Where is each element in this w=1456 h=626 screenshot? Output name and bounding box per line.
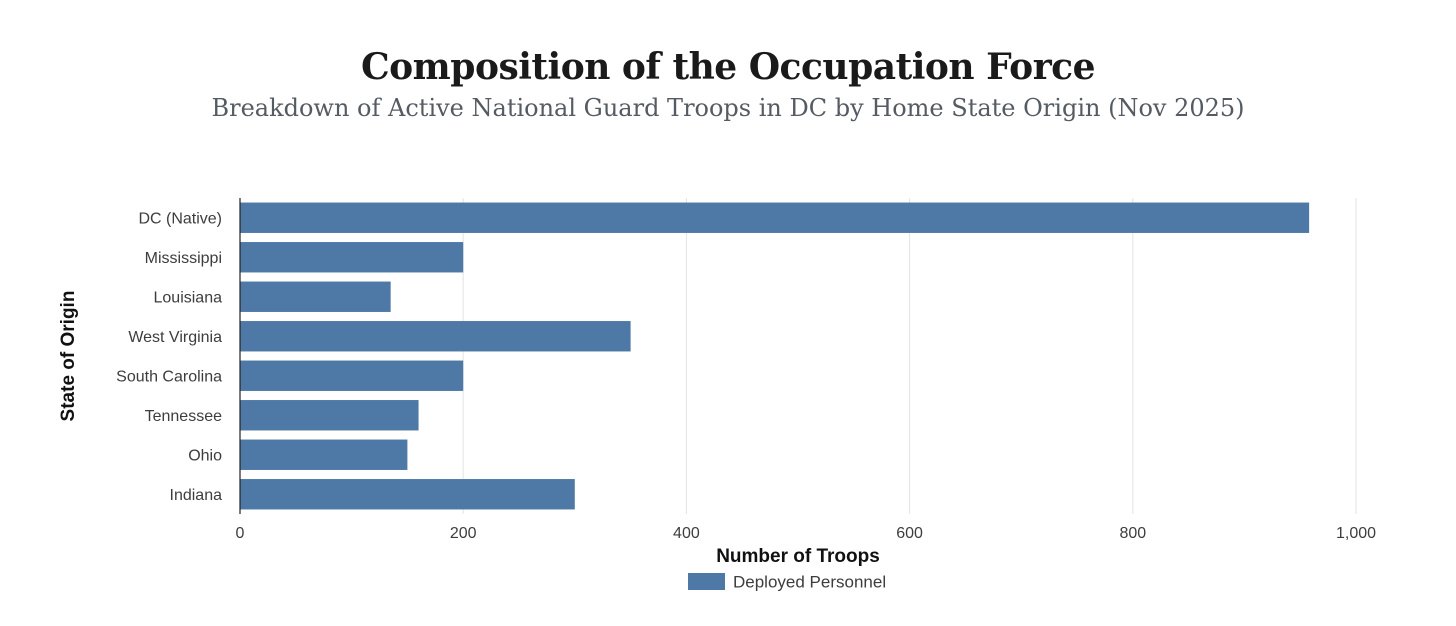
- bar: [240, 439, 408, 470]
- x-axis-title: Number of Troops: [716, 546, 880, 567]
- y-tick-label: West Virginia: [128, 329, 222, 346]
- x-tick-label: 200: [450, 525, 477, 542]
- y-tick-label: Tennessee: [145, 408, 222, 425]
- chart-title: Composition of the Occupation Force: [361, 46, 1095, 88]
- y-tick-label: Indiana: [170, 487, 223, 504]
- x-tick-label: 800: [1119, 525, 1146, 542]
- bar: [240, 360, 464, 391]
- chart-subtitle: Breakdown of Active National Guard Troop…: [211, 94, 1245, 122]
- y-tick-label: Mississippi: [145, 250, 222, 267]
- bar: [240, 479, 575, 510]
- bar: [240, 321, 631, 352]
- x-tick-label: 1,000: [1336, 525, 1376, 542]
- x-tick-label: 600: [896, 525, 923, 542]
- bar: [240, 202, 1310, 233]
- y-tick-label: Louisiana: [154, 289, 223, 306]
- y-tick-label: South Carolina: [116, 368, 222, 385]
- y-tick-label: DC (Native): [138, 210, 222, 227]
- y-axis-title: State of Origin: [58, 291, 79, 422]
- bar: [240, 281, 391, 312]
- bar: [240, 400, 419, 431]
- legend-label: Deployed Personnel: [733, 573, 886, 592]
- x-tick-label: 0: [236, 525, 245, 542]
- x-tick-label: 400: [673, 525, 700, 542]
- y-tick-label: Ohio: [188, 447, 222, 464]
- legend-swatch: [688, 573, 725, 590]
- bar: [240, 242, 464, 273]
